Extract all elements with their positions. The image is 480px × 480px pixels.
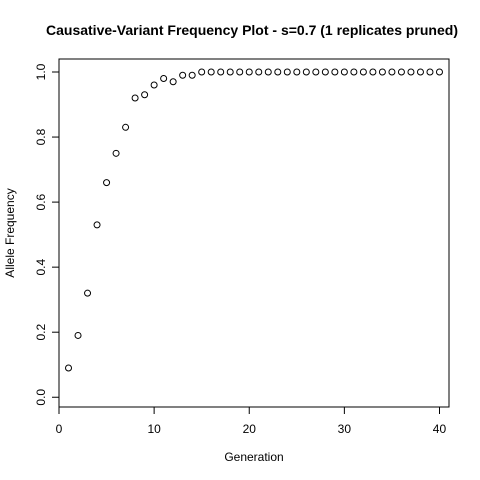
data-point <box>84 289 92 297</box>
data-point <box>312 68 320 76</box>
y-tick-label: 0.6 <box>34 193 48 210</box>
data-point <box>407 68 415 76</box>
chart-title: Causative-Variant Frequency Plot - s=0.7… <box>46 22 458 38</box>
data-point <box>350 68 358 76</box>
y-tick-label: 1.0 <box>34 63 48 80</box>
data-point <box>226 68 234 76</box>
data-point <box>112 149 120 157</box>
data-point <box>131 94 139 102</box>
data-points <box>65 68 443 372</box>
x-axis: 0 10 20 30 40 <box>56 406 447 436</box>
data-point <box>378 68 386 76</box>
data-point <box>179 71 187 79</box>
data-point <box>245 68 253 76</box>
data-point <box>426 68 434 76</box>
data-point <box>141 91 149 99</box>
y-axis: 0.0 0.2 0.4 0.6 0.8 1.0 <box>34 63 60 406</box>
x-tick-label: 0 <box>56 422 63 436</box>
data-point <box>388 68 396 76</box>
data-point <box>103 179 111 187</box>
data-point <box>264 68 272 76</box>
data-point <box>293 68 301 76</box>
data-point <box>274 68 282 76</box>
data-point <box>283 68 291 76</box>
data-point <box>198 68 206 76</box>
data-point <box>359 68 367 76</box>
data-point <box>435 68 443 76</box>
data-point <box>331 68 339 76</box>
data-point <box>65 364 73 372</box>
x-axis-label: Generation <box>224 450 283 464</box>
data-point <box>207 68 215 76</box>
data-point <box>188 71 196 79</box>
data-point <box>160 75 168 83</box>
data-point <box>122 123 130 131</box>
x-tick-label: 20 <box>243 422 257 436</box>
y-tick-label: 0.4 <box>34 258 48 275</box>
data-point <box>369 68 377 76</box>
data-point <box>340 68 348 76</box>
data-point <box>321 68 329 76</box>
data-point <box>236 68 244 76</box>
data-point <box>150 81 158 89</box>
x-tick-label: 40 <box>433 422 447 436</box>
data-point <box>93 221 101 229</box>
y-tick-label: 0.8 <box>34 128 48 145</box>
data-point <box>169 78 177 86</box>
y-tick-label: 0.0 <box>34 389 48 406</box>
x-tick-label: 30 <box>338 422 352 436</box>
data-point <box>255 68 263 76</box>
data-point <box>416 68 424 76</box>
x-tick-label: 10 <box>147 422 161 436</box>
data-point <box>74 331 82 339</box>
data-point <box>302 68 310 76</box>
data-point <box>217 68 225 76</box>
y-tick-label: 0.2 <box>34 324 48 341</box>
data-point <box>397 68 405 76</box>
y-axis-label: Allele Frequency <box>3 188 17 277</box>
